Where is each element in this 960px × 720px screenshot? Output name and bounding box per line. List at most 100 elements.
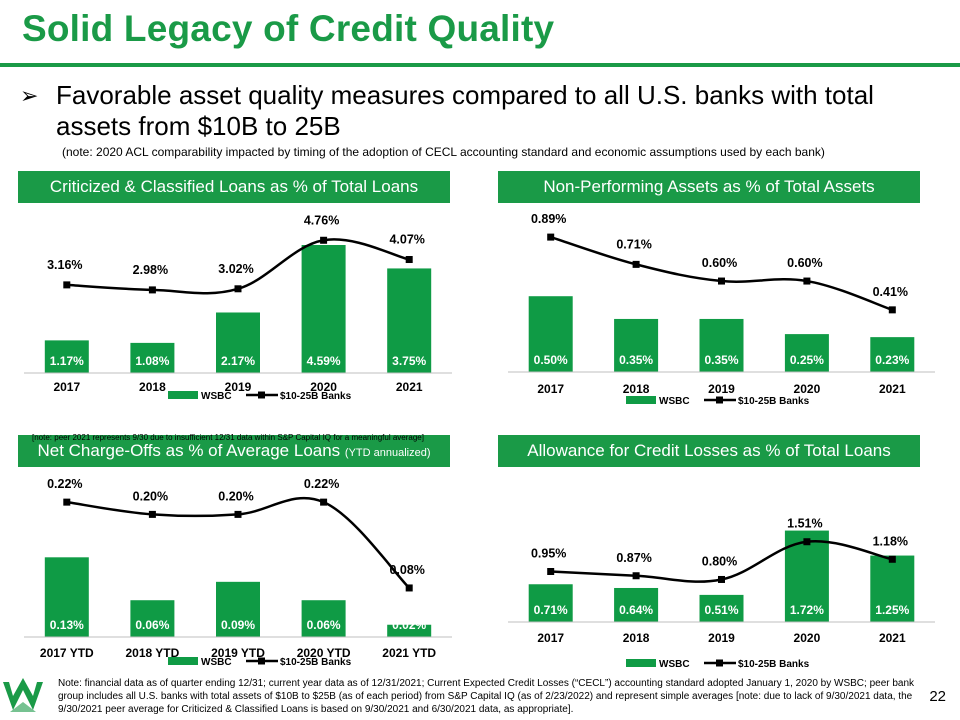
legend-label-wsbc: WSBC (659, 659, 690, 670)
legend-marker-peer (258, 657, 265, 665)
panel-header-npa: Non-Performing Assets as % of Total Asse… (498, 171, 920, 203)
category-label: 2018 YTD (125, 646, 179, 660)
peer-line-marker (718, 277, 725, 285)
peer-line-marker (234, 510, 242, 518)
bar-2019-ytd (216, 581, 260, 637)
category-label: 2020 (794, 382, 821, 396)
panel-header-acl: Allowance for Credit Losses as % of Tota… (498, 435, 920, 467)
legend-marker-peer (716, 659, 723, 667)
peer-value-label: 0.20% (133, 489, 168, 503)
category-label: 2020 YTD (297, 646, 351, 660)
bar-2018 (130, 342, 175, 373)
peer-value-label: 0.20% (218, 489, 253, 503)
category-label: 2019 (225, 380, 252, 394)
peer-value-label: 2.98% (133, 263, 168, 277)
category-label: 2019 (708, 382, 735, 396)
peer-line-marker (148, 286, 156, 294)
peer-line-marker (888, 555, 896, 563)
bar-value-label: 0.35% (704, 353, 738, 367)
legend-label-peer: $10-25B Banks (738, 396, 810, 407)
legend-label-wsbc: WSBC (201, 657, 232, 668)
panel-header-nco-title: Net Charge-Offs as % of Average Loans (37, 441, 341, 460)
bar-value-label: 0.25% (790, 353, 824, 367)
panel-header-criticized-loans: Criticized & Classified Loans as % of To… (18, 171, 450, 203)
peer-value-label: 0.89% (531, 212, 566, 226)
peer-value-label: 0.22% (304, 477, 339, 491)
bar-value-label: 2.17% (221, 354, 255, 368)
category-label: 2018 (139, 380, 166, 394)
peer-value-label: 3.02% (218, 262, 253, 276)
bar-2017 (528, 296, 573, 372)
legend-swatch-wsbc (626, 396, 656, 404)
bar-value-label: 0.09% (221, 618, 255, 632)
legend-label-peer: $10-25B Banks (280, 391, 352, 402)
wesbanco-logo-icon (3, 678, 43, 712)
category-label: 2021 (879, 382, 906, 396)
peer-line-marker (547, 233, 555, 241)
bar-2021 (870, 555, 915, 622)
peer-value-label: 0.60% (702, 256, 737, 270)
bar-value-label: 0.23% (875, 353, 909, 367)
panel-header-nco: Net Charge-Offs as % of Average Loans (Y… (18, 435, 450, 467)
peer-line-marker (405, 584, 413, 592)
legend-label-wsbc: WSBC (659, 396, 690, 407)
bar-value-label: 0.35% (619, 353, 653, 367)
peer-line-marker (234, 285, 242, 293)
category-label: 2020 (310, 380, 337, 394)
category-label: 2017 YTD (40, 646, 94, 660)
peer-line-marker (63, 281, 71, 289)
category-label: 2018 (623, 631, 650, 645)
bar-2018 (614, 318, 659, 372)
category-label: 2021 (879, 631, 906, 645)
bar-2017 (528, 584, 573, 622)
bar-2017 (44, 340, 89, 373)
bar-value-label: 0.64% (619, 603, 653, 617)
peer-value-label: 0.60% (787, 256, 822, 270)
bar-2019 (216, 312, 260, 373)
category-label: 2019 YTD (211, 646, 265, 660)
legend-label-wsbc: WSBC (201, 391, 232, 402)
peer-value-label: 0.71% (616, 237, 651, 251)
peer-line-marker (320, 236, 328, 244)
bar-2017-ytd (44, 557, 89, 637)
bar-value-label: 0.71% (534, 603, 568, 617)
peer-value-label: 0.08% (389, 563, 424, 577)
legend-marker-peer (258, 391, 265, 399)
category-label: 2021 (396, 380, 423, 394)
bar-value-label: 1.25% (875, 603, 909, 617)
category-label: 2019 (708, 631, 735, 645)
legend-swatch-wsbc (168, 657, 198, 665)
peer-line-marker (547, 568, 555, 575)
slide-title: Solid Legacy of Credit Quality (22, 8, 555, 49)
page-number: 22 (929, 688, 946, 705)
bar-2019 (699, 318, 744, 372)
bar-value-label: 0.06% (307, 618, 341, 632)
bar-2020 (301, 245, 346, 373)
bar-value-label: 0.13% (50, 618, 84, 632)
peer-line-marker (63, 498, 71, 506)
peer-value-label: 0.41% (873, 285, 908, 299)
legend-label-peer: $10-25B Banks (738, 659, 810, 670)
bar-value-label: 1.72% (790, 603, 824, 617)
bar-2021-ytd (387, 624, 432, 637)
bullet-text: Favorable asset quality measures compare… (56, 80, 874, 141)
category-label: 2017 (537, 382, 564, 396)
peer-value-label: 0.22% (47, 477, 82, 491)
peer-line-marker (803, 538, 811, 546)
peer-value-label: 4.07% (389, 233, 424, 247)
peer-line-marker (148, 510, 156, 518)
legend-label-peer: $10-25B Banks (280, 657, 352, 668)
bar-value-label: 3.75% (392, 354, 426, 368)
category-label: 2020 (794, 631, 821, 645)
bar-value-label: 1.08% (135, 354, 169, 368)
peer-value-label: 0.80% (702, 554, 737, 568)
peer-line-marker (632, 260, 640, 268)
legend-swatch-wsbc (168, 391, 198, 399)
category-label: 2018 (623, 382, 650, 396)
peer-line-marker (632, 572, 640, 580)
bar-2018 (614, 587, 659, 622)
chart-note-criticized: [note: peer 2021 represents 9/30 due to … (32, 433, 424, 442)
bar-value-label: 1.17% (50, 354, 84, 368)
